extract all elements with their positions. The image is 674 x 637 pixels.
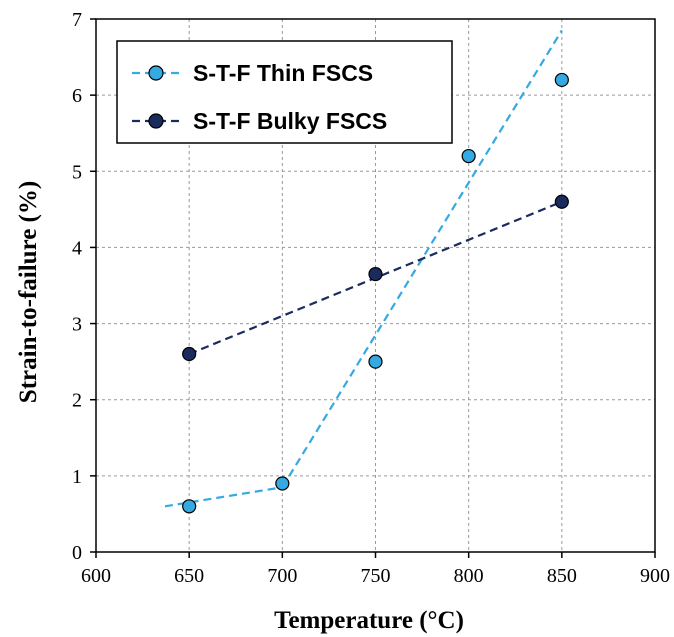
x-tick-label: 700: [267, 565, 297, 587]
y-tick-label: 2: [72, 390, 82, 412]
data-point: [368, 266, 383, 282]
data-point: [368, 354, 383, 369]
data-point: [182, 346, 197, 362]
trend-line: [164, 486, 283, 508]
x-tick-label: 900: [640, 565, 670, 587]
data-point: [182, 499, 197, 514]
x-tick-label: 800: [454, 565, 484, 587]
y-tick-label: 3: [72, 314, 82, 336]
legend-marker: [148, 113, 164, 129]
y-tick-label: 1: [72, 466, 82, 488]
data-point: [461, 148, 476, 164]
y-tick-label: 5: [72, 161, 82, 183]
x-tick-label: 750: [361, 565, 391, 587]
x-axis-title: Temperature (°C): [274, 607, 464, 634]
tick-labels: 600 650 700 750 800 850 900 0 1 2 3 4 5 6 7: [72, 9, 670, 587]
legend-marker: [148, 65, 164, 81]
grid-lines: [96, 19, 655, 552]
data-point: [554, 72, 569, 88]
x-tick-label: 850: [547, 565, 577, 587]
data-points: [182, 72, 569, 514]
y-axis-title: Strain-to-failure (%): [15, 181, 42, 403]
legend-label: S-T-F Thin FSCS: [193, 60, 373, 86]
axes: [90, 18, 656, 558]
y-tick-label: 7: [72, 9, 82, 31]
x-tick-label: 600: [81, 565, 111, 587]
data-point: [554, 194, 569, 209]
legend: S-T-F Thin FSCS S-T-F Bulky FSCS: [116, 40, 453, 144]
x-tick-label: 650: [174, 565, 204, 587]
y-tick-label: 0: [72, 542, 82, 564]
legend-label: S-T-F Bulky FSCS: [193, 108, 387, 134]
y-tick-label: 4: [72, 237, 82, 259]
legend-box: [116, 40, 453, 144]
data-point: [275, 476, 290, 491]
y-tick-label: 6: [72, 85, 82, 107]
